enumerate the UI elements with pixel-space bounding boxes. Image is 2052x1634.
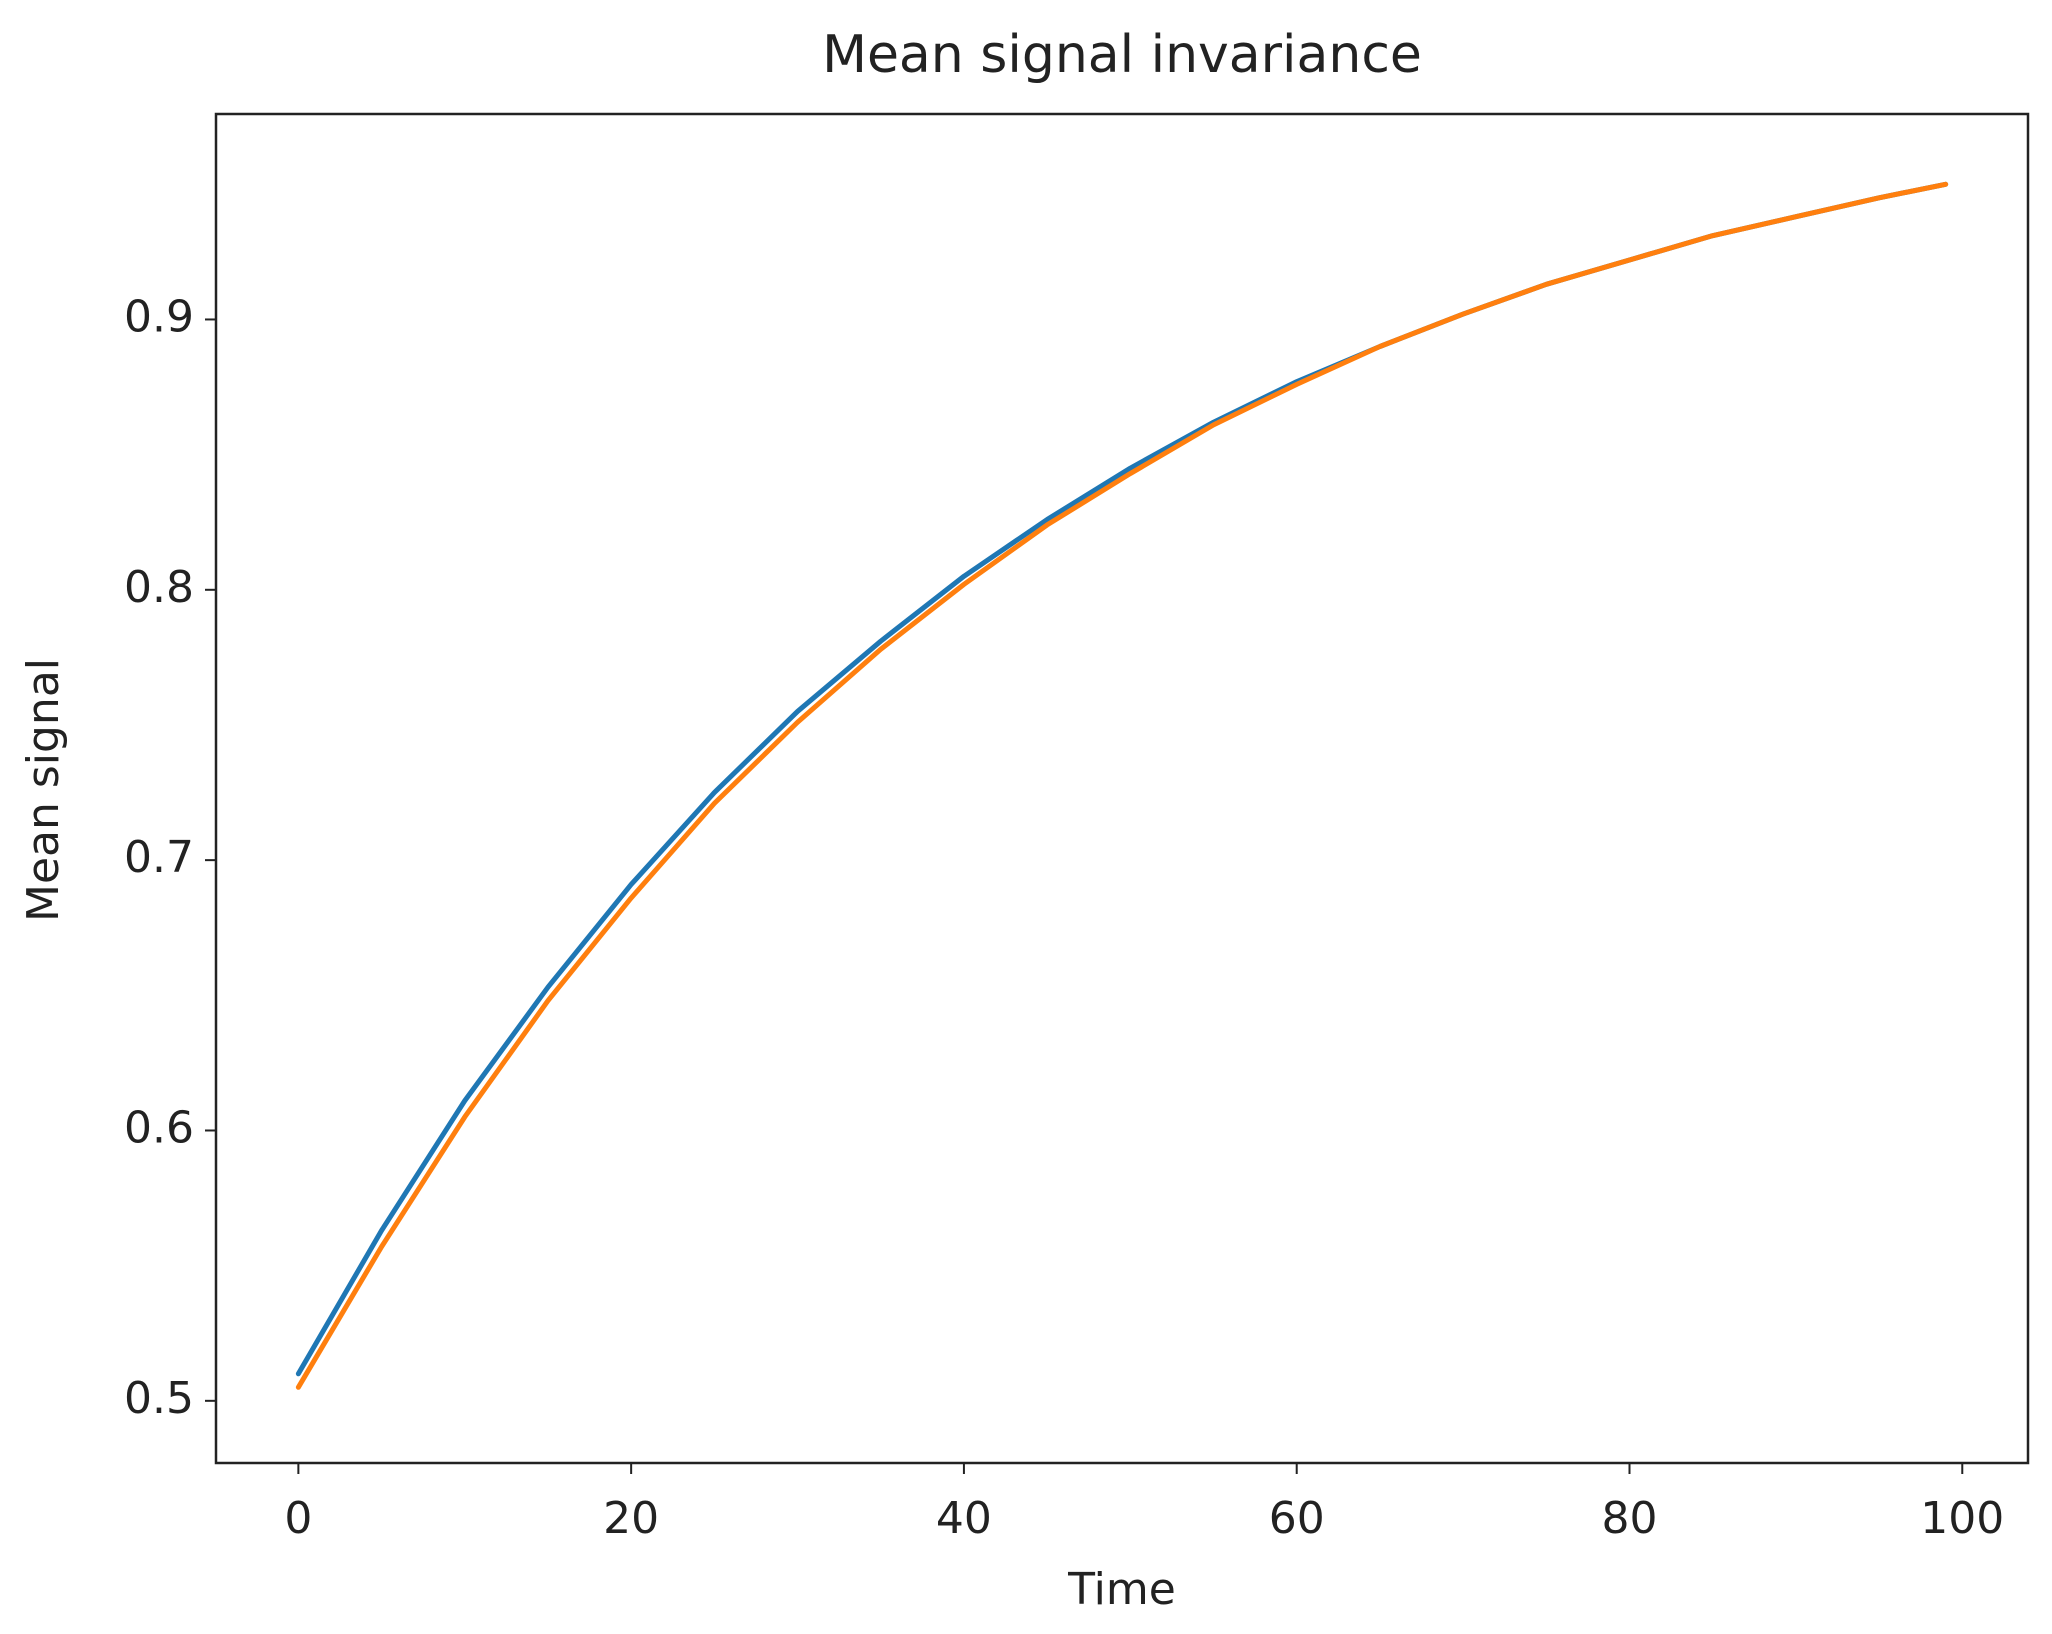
y-tick-label: 0.8 [124,562,194,613]
x-tick-label: 20 [603,1493,659,1544]
plot-frame [214,112,2030,1465]
x-tick-label: 0 [284,1493,312,1544]
x-tick-label: 60 [1269,1493,1325,1544]
y-tick-label: 0.7 [124,832,194,883]
y-tick-label: 0.9 [124,291,194,342]
series-line [295,181,1949,1390]
chart-title: Mean signal invariance [822,25,1422,85]
x-tick-label: 40 [936,1493,992,1544]
y-tick-label: 0.6 [124,1102,194,1153]
y-tick-label: 0.5 [124,1373,194,1424]
x-axis-label: Time [1067,1564,1176,1615]
series-line [295,181,1949,1377]
x-tick-label: 100 [1920,1493,2004,1544]
x-tick-label: 80 [1601,1493,1657,1544]
y-axis-label: Mean signal [18,658,69,922]
